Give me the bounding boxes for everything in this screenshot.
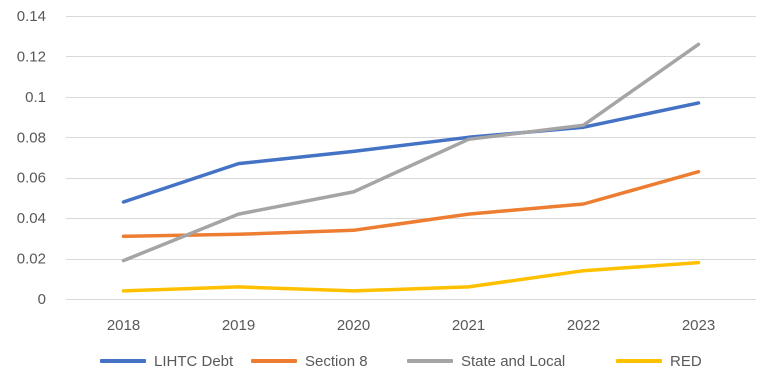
gridlines (66, 16, 756, 300)
legend-item: Section 8 (251, 350, 368, 372)
x-axis-tick-labels: 2018 2019 2020 2021 2022 2023 (107, 317, 715, 334)
legend-label: LIHTC Debt (154, 352, 234, 370)
x-tick-label: 2018 (107, 317, 140, 334)
legend-item: RED (616, 350, 702, 372)
legend-label: Section 8 (305, 352, 368, 370)
y-tick-label: 0.12 (17, 48, 46, 65)
series-line-state-and-local (121, 42, 701, 263)
y-tick-label: 0.02 (17, 251, 46, 268)
x-tick-label: 2020 (337, 317, 370, 334)
series-line-red (121, 260, 701, 293)
x-tick-label: 2023 (682, 317, 715, 334)
legend-item: LIHTC Debt (100, 350, 233, 372)
legend: LIHTC Debt Section 8 State and Local RED (0, 350, 764, 374)
series-line-lihtc-debt (121, 101, 701, 204)
y-tick-label: 0.1 (25, 89, 46, 106)
x-tick-label: 2021 (452, 317, 485, 334)
x-tick-label: 2022 (567, 317, 600, 334)
legend-label: RED (670, 352, 702, 370)
legend-swatch (616, 359, 662, 363)
legend-swatch (251, 359, 297, 363)
series-line-section-8 (121, 169, 701, 239)
y-tick-label: 0.06 (17, 170, 46, 187)
y-tick-label: 0 (38, 291, 46, 308)
legend-label: State and Local (461, 352, 566, 370)
legend-swatch (100, 359, 146, 363)
series-lines (121, 42, 701, 293)
y-tick-label: 0.04 (17, 210, 46, 227)
y-tick-label: 0.08 (17, 129, 46, 146)
legend-swatch (407, 359, 453, 363)
x-tick-label: 2019 (222, 317, 255, 334)
y-tick-label: 0.14 (17, 8, 46, 25)
legend-item: State and Local (407, 350, 565, 372)
y-axis-tick-labels: 0 0.02 0.04 0.06 0.08 0.1 0.12 0.14 (17, 8, 46, 308)
